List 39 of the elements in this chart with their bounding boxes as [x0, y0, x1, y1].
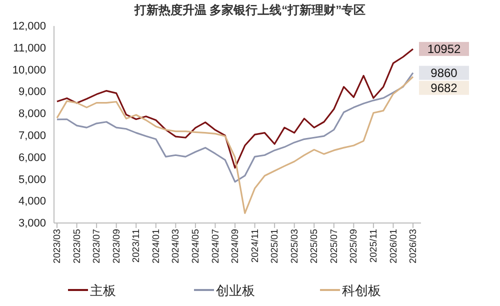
x-tick-label: 2025/11	[368, 229, 380, 263]
x-tick-label: 2024/09	[230, 229, 242, 264]
chart-title: 打新热度升温 多家银行上线“打新理财”专区	[133, 3, 366, 17]
x-tick-label: 2023/09	[111, 229, 122, 264]
legend-label: 科创板	[342, 283, 381, 298]
y-tick-label: 3,000	[18, 218, 46, 230]
y-tick-label: 6,000	[18, 152, 46, 164]
x-tick-label: 2024/01	[150, 229, 162, 264]
x-tick-label: 2024/03	[170, 229, 182, 264]
x-tick-label: 2023/05	[72, 229, 83, 264]
legend-label: 主板	[90, 283, 116, 298]
x-tick-label: 2024/05	[190, 229, 202, 264]
x-tick-label: 2023/07	[92, 229, 103, 264]
y-tick-label: 11,000	[13, 42, 46, 54]
y-tick-label: 4,000	[18, 196, 46, 208]
x-tick-label: 2026/01	[388, 229, 400, 264]
y-tick-label: 10,000	[12, 64, 46, 76]
x-tick-label: 2026/03	[408, 229, 420, 264]
y-tick-label: 8,000	[18, 108, 46, 120]
line-series	[56, 76, 414, 214]
y-tick-label: 5,000	[18, 174, 46, 186]
x-tick-label: 2025/03	[289, 229, 300, 264]
data-label: 9860	[430, 66, 458, 80]
line-series	[56, 72, 414, 183]
y-tick-label: 9,000	[18, 86, 46, 98]
legend-label: 创业板	[216, 283, 255, 298]
x-tick-label: 2023/11	[131, 229, 142, 263]
x-tick-label: 2025/05	[309, 229, 320, 264]
x-tick-label: 2024/07	[210, 229, 222, 264]
y-tick-label: 12,000	[12, 20, 46, 33]
line-series	[56, 48, 414, 169]
data-label: 10952	[427, 42, 462, 56]
x-tick-label: 2023/03	[52, 229, 64, 264]
x-tick-label: 2025/01	[270, 229, 281, 264]
x-tick-label: 2025/07	[328, 229, 340, 264]
x-tick-label: 2024/11	[250, 229, 261, 263]
data-label: 9682	[430, 80, 458, 95]
y-tick-label: 7,000	[18, 130, 46, 142]
x-tick-label: 2025/09	[348, 229, 360, 264]
